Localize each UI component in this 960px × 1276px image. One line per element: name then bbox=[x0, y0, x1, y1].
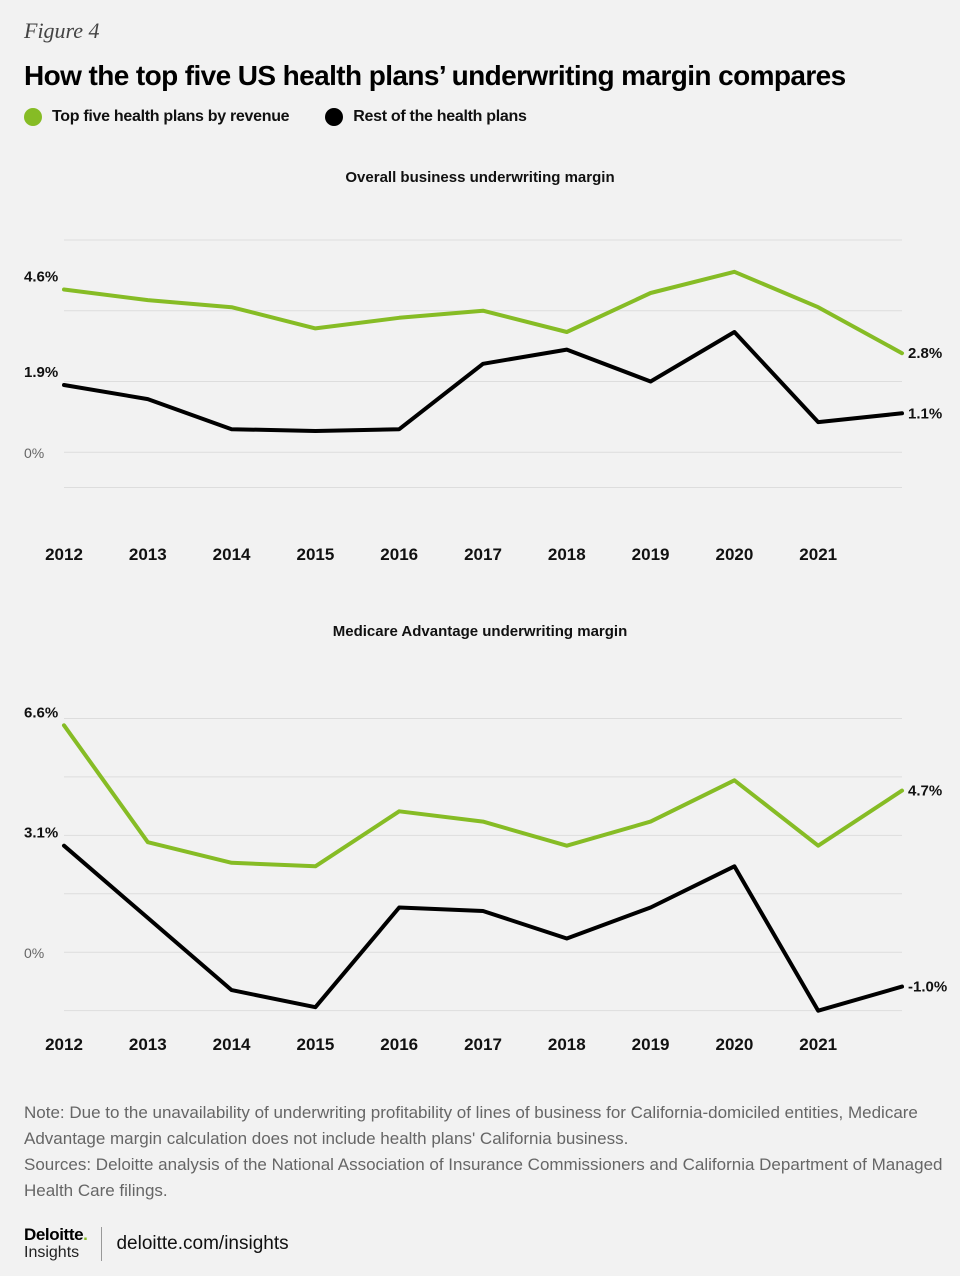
chart-2-data-label: 3.1% bbox=[24, 825, 58, 842]
chart-2-x-tick-label: 2021 bbox=[799, 1035, 837, 1054]
chart-2-x-tick-label: 2019 bbox=[632, 1035, 670, 1054]
footer: Deloitte. Insights deloitte.com/insights bbox=[24, 1226, 289, 1262]
footer-divider bbox=[101, 1227, 103, 1261]
legend-label-top-five: Top five health plans by revenue bbox=[52, 108, 290, 125]
chart-1-data-label: 2.8% bbox=[908, 345, 942, 362]
chart-2-data-label: -1.0% bbox=[908, 979, 947, 996]
note-text: Note: Due to the unavailability of under… bbox=[24, 1103, 918, 1148]
chart-1-data-label: 4.6% bbox=[24, 269, 58, 286]
chart-2-x-tick-label: 2020 bbox=[715, 1035, 753, 1054]
charts-canvas: Overall business underwriting margin 0% 4.… bbox=[24, 169, 947, 1054]
sources-text: Sources: Deloitte analysis of the Nation… bbox=[24, 1155, 943, 1200]
deloitte-logo[interactable]: Deloitte. Insights bbox=[24, 1225, 88, 1262]
notes-block: Note: Due to the unavailability of under… bbox=[24, 1100, 944, 1204]
legend: Top five health plans by revenue Rest of… bbox=[24, 108, 563, 126]
chart-1-x-tick-label: 2016 bbox=[380, 545, 418, 564]
brand-sub: Insights bbox=[24, 1244, 80, 1261]
legend-item-rest: Rest of the health plans bbox=[325, 108, 527, 126]
chart-1-data-label: 1.1% bbox=[908, 405, 942, 422]
page-title: How the top five US health plans’ underw… bbox=[24, 60, 846, 91]
chart-1-series-rest-line bbox=[62, 330, 904, 433]
brand-name: Deloitte. bbox=[24, 1225, 88, 1244]
legend-swatch-black bbox=[325, 108, 344, 126]
figure-label: Figure 4 bbox=[24, 18, 100, 43]
chart-2-x-tick-label: 2012 bbox=[45, 1035, 83, 1054]
chart-1-x-tick-label: 2017 bbox=[464, 545, 502, 564]
chart-2-x-tick-label: 2013 bbox=[129, 1035, 167, 1054]
chart-2-title: Medicare Advantage underwriting margin bbox=[333, 623, 628, 640]
chart-2-x-tick-label: 2017 bbox=[464, 1035, 502, 1054]
chart-2-x-tick-label: 2014 bbox=[213, 1035, 251, 1054]
chart-2-y-tick-label: 0% bbox=[24, 945, 44, 961]
chart-1-x-tick-label: 2015 bbox=[296, 545, 334, 564]
chart-1-x-tick-label: 2012 bbox=[45, 545, 83, 564]
chart-2-series-rest-line bbox=[62, 843, 904, 1013]
legend-label-rest: Rest of the health plans bbox=[353, 108, 527, 125]
legend-item-top-five: Top five health plans by revenue bbox=[24, 108, 290, 126]
legend-swatch-green bbox=[24, 108, 42, 126]
chart-2-x-tick-label: 2016 bbox=[380, 1035, 418, 1054]
chart-1-x-tick-label: 2018 bbox=[548, 545, 586, 564]
footer-url-link[interactable]: deloitte.com/insights bbox=[116, 1233, 289, 1254]
chart-1-x-tick-label: 2021 bbox=[799, 545, 837, 564]
chart-2-x-tick-label: 2018 bbox=[548, 1035, 586, 1054]
chart-1-title: Overall business underwriting margin bbox=[345, 169, 614, 186]
chart-1-x-tick-label: 2020 bbox=[715, 545, 753, 564]
chart-1-x-tick-label: 2013 bbox=[129, 545, 167, 564]
chart-1-x-tick-label: 2019 bbox=[632, 545, 670, 564]
chart-1-series-top-five-line bbox=[62, 269, 904, 356]
chart-1-data-label: 1.9% bbox=[24, 364, 58, 381]
chart-2-x-tick-label: 2015 bbox=[296, 1035, 334, 1054]
chart-2-data-label: 6.6% bbox=[24, 704, 58, 721]
chart-1-y-tick-label: 0% bbox=[24, 445, 44, 461]
chart-2-series-top-five-line bbox=[62, 723, 904, 869]
chart-2-data-label: 4.7% bbox=[908, 783, 942, 800]
chart-1-x-tick-label: 2014 bbox=[213, 545, 251, 564]
